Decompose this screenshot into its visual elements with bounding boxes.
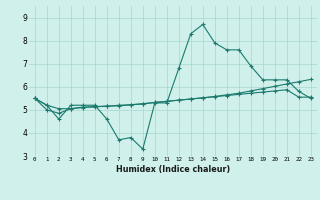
X-axis label: Humidex (Indice chaleur): Humidex (Indice chaleur) bbox=[116, 165, 230, 174]
